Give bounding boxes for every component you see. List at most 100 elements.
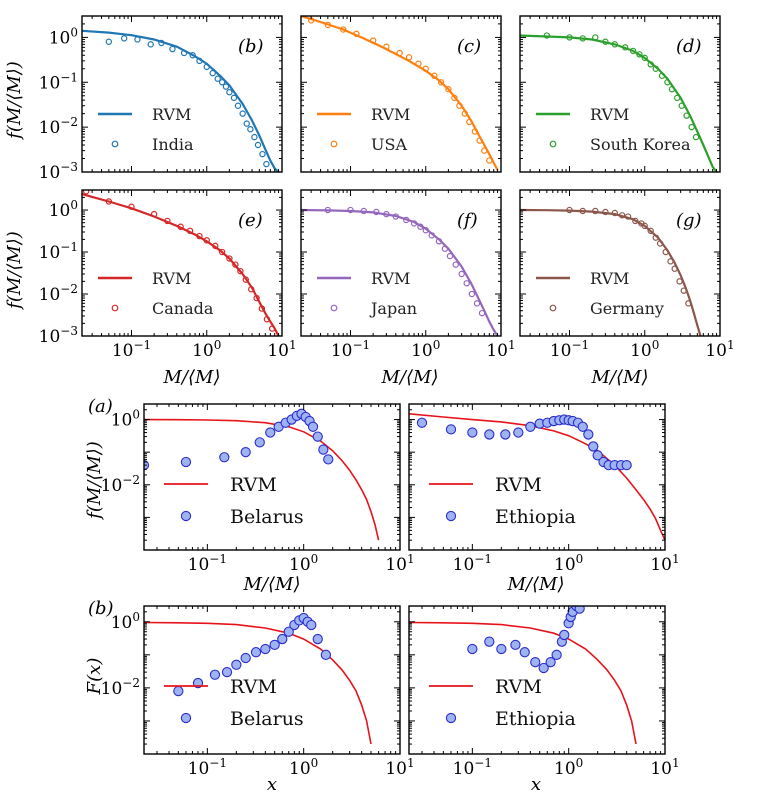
data-point bbox=[353, 30, 360, 38]
legend-label-rvm: RVM bbox=[152, 269, 191, 288]
legend-label-country: Ethiopia bbox=[495, 506, 576, 528]
data-point bbox=[243, 120, 250, 127]
x-tick-label: 10−1 bbox=[112, 338, 151, 361]
data-point bbox=[671, 265, 678, 272]
data-point bbox=[445, 424, 457, 435]
data-point bbox=[214, 75, 221, 82]
data-point bbox=[239, 110, 246, 117]
data-point bbox=[622, 44, 629, 51]
y-tick-label: 10−2 bbox=[101, 473, 140, 496]
panel-tag: (c) bbox=[457, 36, 481, 57]
data-point bbox=[476, 137, 483, 144]
axes-frame bbox=[143, 403, 401, 551]
axes-frame bbox=[519, 189, 721, 337]
data-point bbox=[186, 227, 194, 235]
data-point bbox=[265, 427, 276, 438]
legend-label-country: Ethiopia bbox=[495, 708, 576, 730]
data-point bbox=[632, 217, 639, 225]
panels: 100 10−1 10−2 10−3 (b) RVM India (c) RVM USA (d) RV… bbox=[39, 15, 735, 779]
data-point bbox=[678, 102, 685, 109]
data-point bbox=[373, 208, 380, 216]
data-point bbox=[209, 669, 221, 680]
data-point bbox=[592, 450, 603, 461]
x-tick-label: 10−1 bbox=[188, 552, 227, 575]
section-tag-b: (b) bbox=[88, 598, 114, 619]
data-point bbox=[324, 21, 332, 29]
panel-c: (c) RVM USA bbox=[300, 15, 502, 173]
data-point bbox=[226, 255, 233, 262]
legend-label-rvm: RVM bbox=[371, 269, 410, 288]
data-point bbox=[428, 232, 435, 239]
data-point bbox=[383, 210, 390, 218]
data-point bbox=[263, 160, 270, 168]
data-point bbox=[636, 51, 643, 58]
data-point bbox=[324, 206, 332, 214]
y-axis-label-a: f(M/⟨M⟩) bbox=[84, 441, 105, 521]
panel-g: 10−1 100 101 (g) RVM Germany bbox=[519, 189, 735, 361]
x-tick-label: 101 bbox=[486, 338, 515, 361]
data-point bbox=[203, 237, 210, 244]
x-tick-label: 10−1 bbox=[453, 552, 492, 575]
legend-label-rvm: RVM bbox=[230, 474, 277, 496]
axes-frame bbox=[408, 403, 666, 551]
data-point bbox=[618, 212, 626, 219]
data-point bbox=[128, 203, 135, 210]
data-point bbox=[451, 94, 458, 102]
data-point bbox=[417, 223, 424, 230]
data-point bbox=[268, 325, 276, 332]
legend-label-country: Belarus bbox=[230, 708, 304, 730]
data-point bbox=[218, 79, 226, 86]
legend-marker bbox=[549, 140, 557, 148]
data-point bbox=[579, 207, 586, 215]
data-point bbox=[685, 300, 692, 307]
y-axis-label-b: F(x) bbox=[84, 658, 105, 696]
data-point bbox=[668, 86, 676, 93]
data-point bbox=[212, 242, 219, 250]
legend-label-rvm: RVM bbox=[230, 676, 277, 698]
data-point bbox=[664, 79, 671, 86]
legend-marker bbox=[445, 510, 457, 522]
data-point bbox=[441, 245, 449, 252]
x-axis-label-row2-col2: M/⟨M⟩ bbox=[381, 367, 439, 388]
data-point bbox=[416, 417, 428, 428]
data-point bbox=[647, 61, 654, 68]
data-point bbox=[147, 41, 154, 48]
data-point bbox=[260, 643, 271, 655]
data-point bbox=[277, 633, 288, 645]
data-point bbox=[158, 39, 165, 47]
panel-tag: (b) bbox=[238, 36, 264, 57]
data-point bbox=[415, 60, 422, 67]
data-point bbox=[232, 261, 239, 268]
data-point bbox=[177, 223, 184, 230]
x-tick-label: 101 bbox=[650, 756, 679, 779]
data-point bbox=[180, 456, 192, 468]
x-tick-label: 100 bbox=[630, 338, 659, 361]
axes-frame bbox=[81, 189, 283, 337]
x-tick-label: 10−1 bbox=[453, 756, 492, 779]
y-tick-label: 100 bbox=[49, 25, 78, 48]
data-point bbox=[240, 447, 251, 458]
data-point bbox=[602, 208, 609, 216]
axes-frame bbox=[300, 189, 502, 337]
plot-area bbox=[82, 29, 280, 172]
data-point bbox=[519, 647, 530, 658]
data-point bbox=[209, 69, 216, 77]
data-point bbox=[652, 234, 659, 241]
data-point bbox=[543, 32, 551, 39]
data-point bbox=[566, 206, 573, 214]
x-tick-label: 100 bbox=[554, 552, 583, 575]
data-point bbox=[676, 278, 683, 285]
legend-marker bbox=[549, 304, 557, 312]
panel-tag: (d) bbox=[676, 36, 702, 57]
data-point bbox=[566, 34, 573, 41]
data-point bbox=[218, 248, 226, 256]
data-point bbox=[621, 459, 632, 471]
x-axis-label-a-left: M/⟨M⟩ bbox=[243, 574, 301, 595]
data-point bbox=[624, 213, 632, 220]
x-axis-label-b-right: x bbox=[531, 774, 541, 795]
data-point bbox=[410, 220, 418, 227]
data-point bbox=[445, 86, 452, 93]
legend-marker bbox=[111, 304, 119, 312]
axes-frame bbox=[300, 15, 502, 173]
data-point bbox=[545, 657, 556, 668]
